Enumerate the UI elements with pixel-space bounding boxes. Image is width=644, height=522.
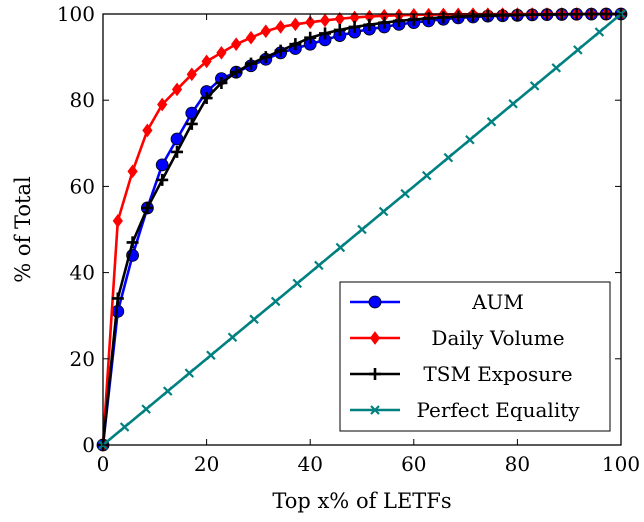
y-tick-label: 40 [70,261,95,285]
data-point [443,152,454,163]
data-point [304,31,317,44]
data-point [112,214,123,228]
x-tick-label: 80 [505,452,530,476]
data-point [529,81,540,91]
y-axis-label: % of Total [11,176,35,283]
data-point [185,117,198,130]
data-point [363,18,376,31]
data-point [141,201,154,214]
plot-frame [102,13,622,446]
data-point [260,24,271,39]
data-point [314,260,324,271]
series-perfect-equality [98,9,626,450]
legend-entry: Daily Volume [350,326,565,350]
legend-marker [369,368,381,380]
data-point [259,51,272,64]
legend: AUM Daily Volume TSM Exposure Perfect Equal… [339,281,611,432]
y-tick-label: 0 [82,433,95,457]
x-tick-label: 60 [401,452,426,476]
data-point [465,134,475,145]
y-tick-label: 80 [70,88,95,112]
legend-marker [370,405,380,415]
data-point [508,98,518,109]
data-point [119,422,130,432]
data-point [290,17,301,32]
y-tick-label: 60 [70,174,95,198]
legend-label: Perfect Equality [416,398,580,422]
x-axis-label: Top x% of LETFs [272,489,451,513]
legend-entry: TSM Exposure [350,362,573,386]
data-point [357,224,367,235]
data-point [142,123,153,138]
x-tick-label: 40 [297,452,322,476]
y-tick-label: 20 [70,347,95,371]
data-point [231,37,242,52]
data-point [274,44,287,57]
tick-layer: 0 20 40 60 80 100 0 20 40 60 80 100 [57,2,640,476]
x-tick-label: 0 [97,452,110,476]
data-point [292,278,303,289]
data-point [270,296,281,307]
data-point [335,242,346,253]
data-point [421,170,432,181]
data-point [392,14,405,27]
data-point [230,66,243,79]
data-point [186,67,197,82]
data-point [171,145,184,158]
legend-entry: Perfect Equality [350,398,580,422]
data-point [305,15,316,30]
x-tick-label: 20 [194,452,219,476]
data-point [551,63,562,73]
data-point [289,38,302,51]
data-point [126,236,139,249]
y-tick-label: 100 [57,2,95,26]
data-point [215,76,228,89]
x-tick-label: 100 [602,452,640,476]
legend-label: TSM Exposure [423,362,572,386]
data-point [156,173,169,186]
data-point [141,404,151,414]
data-point [378,206,389,217]
legend-box [339,281,611,432]
data-point [378,16,391,29]
data-point [333,23,346,36]
data-point [216,45,227,60]
data-point [245,30,257,45]
legend-entry: AUM [350,290,524,314]
legend-marker [369,331,381,345]
legend-label: Daily Volume [431,326,564,350]
data-point [452,10,465,23]
data-point [157,97,168,112]
data-point [155,158,169,172]
data-point [227,332,238,343]
data-point [200,92,213,105]
data-point [573,45,583,55]
data-point [594,27,605,37]
data-point [496,9,509,22]
legend-label: AUM [471,290,524,314]
data-point [481,9,494,22]
data-point [184,368,195,378]
data-point [249,314,259,325]
data-point [467,10,480,23]
data-point [319,27,332,40]
data-point [244,57,257,70]
data-point [162,386,173,396]
data-point [348,20,361,33]
data-point [201,54,212,69]
data-point [486,116,497,127]
data-point [275,20,286,34]
legend-marker [368,295,382,309]
data-point [171,82,183,97]
data-point [127,164,138,179]
data-point [206,350,216,361]
data-point [319,13,331,28]
data-point [400,188,410,199]
data-point [111,292,124,305]
